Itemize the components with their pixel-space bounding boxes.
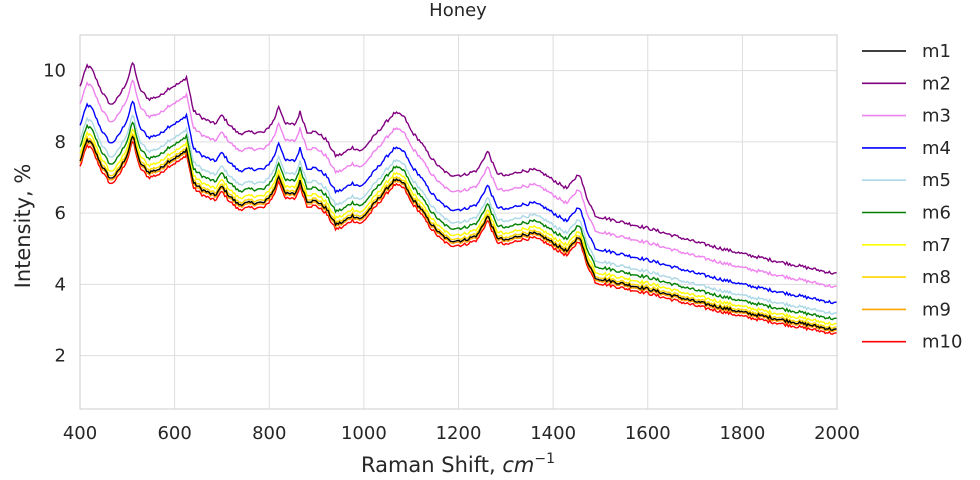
- legend-label-m2: m2: [922, 73, 951, 94]
- legend-label-m4: m4: [922, 138, 951, 159]
- y-tick-label: 2: [55, 346, 66, 367]
- x-tick-label: 1800: [719, 423, 765, 444]
- series-line-m8: [79, 132, 837, 330]
- legend-label-m8: m8: [922, 267, 951, 288]
- legend-label-m1: m1: [922, 41, 951, 62]
- legend-label-m5: m5: [922, 170, 951, 191]
- y-tick-label: 4: [55, 274, 66, 295]
- grid: [79, 35, 838, 409]
- chart-title: Honey: [429, 0, 487, 21]
- series-line-m9: [79, 136, 837, 333]
- plot-frame: [79, 34, 838, 410]
- x-tick-label: 1400: [530, 423, 576, 444]
- legend-label-m3: m3: [922, 106, 951, 127]
- x-tick-label: 1200: [436, 423, 482, 444]
- series-group: [79, 61, 837, 336]
- legend-label-m7: m7: [922, 235, 951, 256]
- x-tick-label: 1600: [625, 423, 671, 444]
- x-tick-label: 800: [252, 423, 286, 444]
- series-line-m4: [79, 100, 837, 305]
- series-line-m1: [79, 135, 837, 332]
- x-tick-label: 600: [157, 423, 191, 444]
- y-tick-label: 6: [55, 203, 66, 224]
- x-tick-labels: 400 600 800 1000 1200 1400 1600 1800 2000: [63, 423, 860, 444]
- x-tick-label: 400: [63, 423, 97, 444]
- y-tick-label: 10: [43, 61, 66, 82]
- series-line-m6: [79, 121, 837, 321]
- series-line-m10: [79, 140, 837, 336]
- legend: m1 m2 m3 m4 m5 m6 m7 m8 m9 m10: [862, 41, 962, 353]
- series-line-m7: [79, 128, 837, 326]
- x-tick-label: 2000: [814, 423, 860, 444]
- legend-label-m6: m6: [922, 203, 951, 224]
- y-tick-label: 8: [55, 132, 66, 153]
- x-axis-label: Raman Shift, cm−1: [361, 451, 555, 477]
- series-line-m3: [79, 79, 837, 289]
- legend-label-m10: m10: [922, 332, 962, 353]
- x-tick-label: 1000: [341, 423, 387, 444]
- y-axis-label: Intensity, %: [11, 164, 35, 289]
- series-line-m5: [79, 114, 837, 316]
- series-line-m2: [79, 61, 837, 275]
- legend-label-m9: m9: [922, 299, 951, 320]
- y-tick-labels: 2 4 6 8 10: [43, 61, 66, 367]
